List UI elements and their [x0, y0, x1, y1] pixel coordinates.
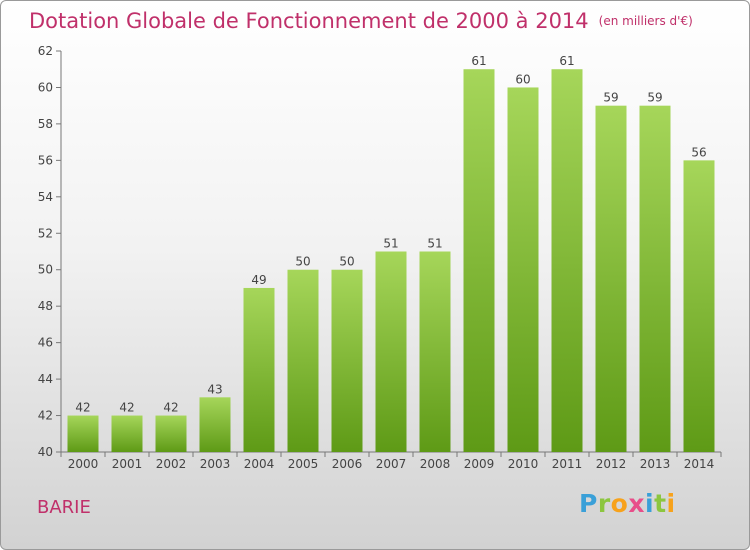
- proxiti-logo: Proxiti: [579, 489, 676, 518]
- y-tick-label: 52: [38, 226, 53, 240]
- bar-2000: [67, 415, 99, 452]
- data-label-2011: 61: [559, 54, 574, 68]
- y-tick-label: 56: [38, 153, 53, 167]
- bar-2011: [551, 69, 583, 453]
- x-tick-label-2005: 2005: [288, 457, 319, 471]
- data-label-2002: 42: [163, 401, 178, 415]
- bars: [67, 69, 715, 453]
- x-tick-label-2004: 2004: [244, 457, 275, 471]
- data-label-2014: 56: [691, 145, 706, 159]
- data-label-2001: 42: [119, 401, 134, 415]
- y-tick-label: 58: [38, 117, 53, 131]
- chart-title: Dotation Globale de Fonctionnement de 20…: [29, 9, 693, 33]
- data-label-2010: 60: [515, 72, 530, 86]
- x-tick-label-2006: 2006: [332, 457, 363, 471]
- city-name: BARIE: [37, 497, 91, 518]
- y-tick-label: 50: [38, 263, 53, 277]
- bar-2013: [639, 105, 671, 452]
- y-tick-label: 54: [38, 190, 53, 204]
- bar-2012: [595, 105, 627, 452]
- y-tick-label: 42: [38, 409, 53, 423]
- data-label-2006: 50: [339, 255, 354, 269]
- x-tick-label-2013: 2013: [640, 457, 671, 471]
- data-label-2012: 59: [603, 91, 618, 105]
- data-label-2004: 49: [251, 273, 266, 287]
- data-label-2003: 43: [207, 382, 222, 396]
- x-tick-label-2010: 2010: [508, 457, 539, 471]
- x-tick-label-2003: 2003: [200, 457, 231, 471]
- x-tick-label-2001: 2001: [112, 457, 143, 471]
- bar-2006: [331, 269, 363, 452]
- axes: 40 42 44 46 48 50 52 54 56 58 60 62 2000 2001 2002 2003…: [38, 44, 722, 471]
- x-tick-label-2009: 2009: [464, 457, 495, 471]
- x-tick-label-2012: 2012: [596, 457, 627, 471]
- data-label-2013: 59: [647, 91, 662, 105]
- x-tick-label-2002: 2002: [156, 457, 187, 471]
- data-labels: 42 42 42 43 49 50 50 51 51 61 60 61 59 59 56: [75, 54, 706, 414]
- bar-2003: [199, 397, 231, 452]
- bar-2014: [683, 160, 715, 452]
- bar-2002: [155, 415, 187, 452]
- y-tick-label: 62: [38, 44, 53, 58]
- y-tick-label: 60: [38, 80, 53, 94]
- bar-2009: [463, 69, 495, 453]
- data-label-2009: 61: [471, 54, 486, 68]
- data-label-2000: 42: [75, 401, 90, 415]
- y-tick-label: 46: [38, 336, 53, 350]
- y-tick-label: 40: [38, 445, 53, 459]
- bar-2004: [243, 287, 275, 452]
- x-tick-label-2007: 2007: [376, 457, 407, 471]
- y-tick-label: 48: [38, 299, 53, 313]
- data-label-2007: 51: [383, 237, 398, 251]
- bar-2008: [419, 251, 451, 452]
- bar-2010: [507, 87, 539, 453]
- bar-2007: [375, 251, 407, 452]
- data-label-2005: 50: [295, 255, 310, 269]
- x-tick-label-2011: 2011: [552, 457, 583, 471]
- bar-2001: [111, 415, 143, 452]
- x-tick-label-2014: 2014: [684, 457, 715, 471]
- x-tick-label-2008: 2008: [420, 457, 451, 471]
- bar-2005: [287, 269, 319, 452]
- x-tick-label-2000: 2000: [68, 457, 99, 471]
- data-label-2008: 51: [427, 237, 442, 251]
- chart-unit: (en milliers d'€): [598, 14, 693, 28]
- y-tick-label: 44: [38, 372, 53, 386]
